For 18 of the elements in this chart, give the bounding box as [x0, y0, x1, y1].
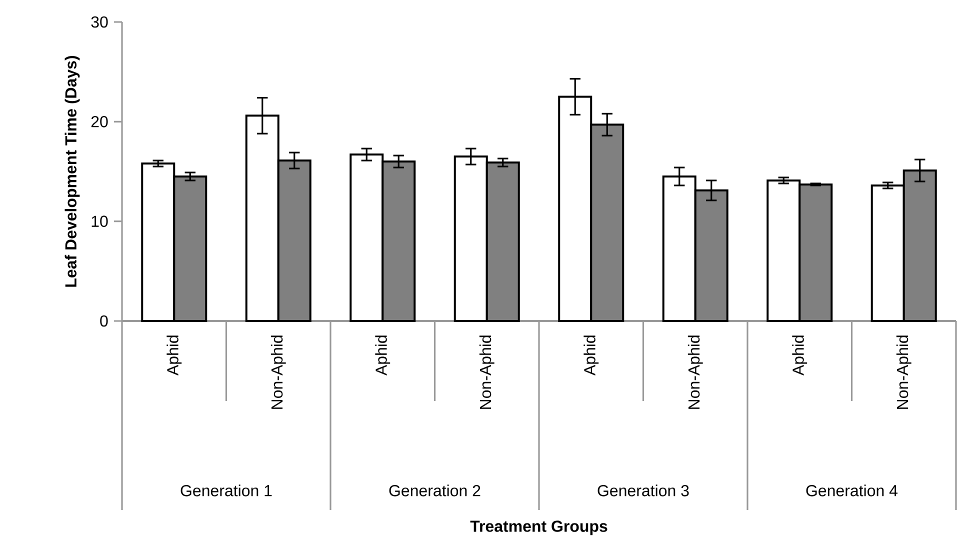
text: Generation 2 [389, 484, 480, 496]
x-tick-label: Non-Aphid [688, 336, 703, 409]
text: Generation 1 [180, 484, 272, 496]
y-tick-label: 0 [100, 315, 108, 327]
y-tick-label: 10 [92, 216, 108, 227]
y-axis-title: Leaf Development Time (Days) [64, 56, 80, 287]
x-tick-label: Non-Aphid [270, 336, 286, 409]
text: Generation 4 [806, 484, 898, 496]
x-tick-label: Non-Aphid [896, 336, 912, 409]
x-tick-label: Aphid [166, 336, 182, 376]
x-tick-label: Non-Aphid [479, 336, 494, 409]
text: Generation 3 [598, 484, 689, 496]
y-tick-label: 30 [91, 16, 108, 28]
x-tick-label: Aphid [584, 336, 599, 376]
x-tick-label: Aphid [792, 336, 808, 376]
y-tick-label: 20 [91, 116, 108, 128]
text: Treatment Groups [470, 520, 608, 536]
x-tick-label: Aphid [375, 336, 390, 376]
